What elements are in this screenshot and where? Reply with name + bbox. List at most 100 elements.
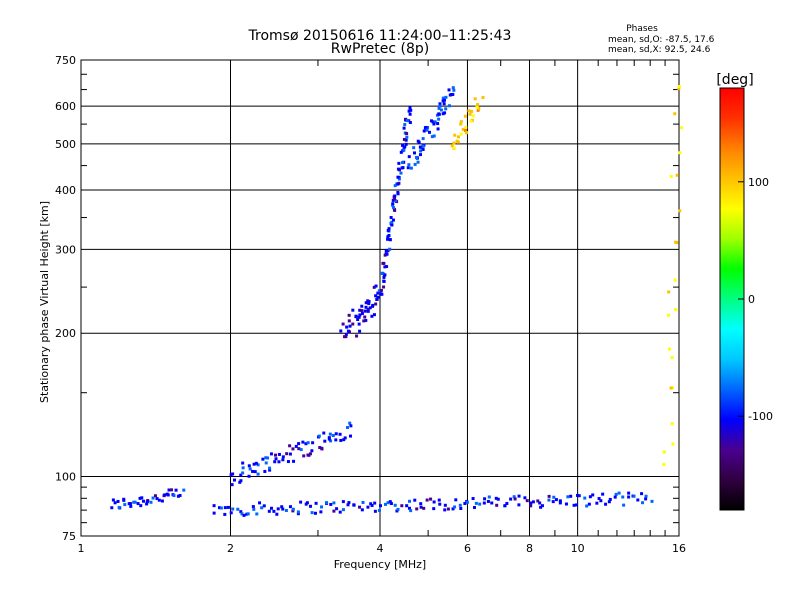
y-tick-label: 600: [55, 100, 76, 113]
data-point: [389, 502, 393, 506]
data-point: [167, 488, 171, 492]
data-point: [242, 513, 246, 517]
data-point: [360, 309, 364, 313]
data-point: [329, 502, 333, 506]
data-point: [308, 452, 312, 456]
data-point: [450, 144, 454, 148]
data-point: [436, 127, 440, 131]
data-point: [437, 112, 441, 116]
x-tick-label: 2: [227, 542, 234, 555]
data-point: [572, 503, 576, 507]
data-point: [285, 452, 289, 456]
data-point: [345, 325, 349, 329]
data-point: [421, 137, 425, 141]
data-point: [399, 150, 403, 154]
data-point: [379, 504, 383, 508]
data-point: [408, 112, 412, 116]
data-point: [487, 495, 491, 499]
phases-heading: Phases: [626, 24, 658, 34]
data-point: [281, 455, 285, 459]
data-point: [332, 501, 336, 505]
data-point: [231, 472, 235, 476]
data-point: [405, 132, 409, 136]
data-point: [397, 161, 401, 165]
data-point: [447, 88, 451, 92]
data-point: [494, 496, 498, 500]
data-point: [422, 129, 426, 133]
data-point: [601, 492, 605, 496]
data-point: [471, 497, 475, 501]
data-point: [239, 473, 243, 477]
data-point: [149, 500, 153, 504]
data-point: [670, 356, 674, 360]
data-point: [459, 120, 463, 124]
data-point: [458, 503, 462, 507]
data-point: [413, 498, 417, 502]
data-point: [313, 511, 317, 515]
data-point: [442, 98, 446, 102]
data-point: [277, 460, 281, 464]
data-point: [355, 334, 359, 338]
data-point: [358, 313, 362, 317]
data-point: [419, 502, 423, 506]
data-point: [476, 108, 480, 112]
data-point: [381, 261, 385, 265]
data-point: [409, 166, 413, 170]
data-point: [674, 308, 678, 312]
data-point: [540, 504, 544, 508]
data-point: [116, 499, 120, 503]
data-point: [223, 512, 227, 516]
data-point: [380, 292, 384, 296]
data-point: [391, 218, 395, 222]
data-point: [409, 108, 413, 112]
data-point: [427, 130, 431, 134]
data-point: [320, 447, 324, 451]
data-point: [444, 107, 448, 111]
data-point: [110, 506, 114, 510]
data-point: [230, 483, 234, 487]
data-point: [402, 137, 406, 141]
data-point: [640, 492, 644, 496]
data-point: [341, 322, 345, 326]
data-point: [459, 122, 463, 126]
data-point: [372, 313, 376, 317]
data-point: [463, 128, 467, 132]
data-point: [678, 209, 682, 213]
data-point: [386, 237, 390, 241]
data-point: [650, 499, 654, 503]
data-point: [662, 450, 666, 454]
data-point: [370, 504, 374, 508]
data-point: [247, 464, 251, 468]
data-point: [358, 505, 362, 509]
data-point: [536, 499, 540, 503]
data-point: [174, 488, 178, 492]
data-point: [496, 497, 500, 501]
data-point: [314, 501, 318, 505]
data-point: [439, 108, 443, 112]
data-point: [669, 386, 673, 390]
data-point: [459, 506, 463, 510]
x-tick-label: 8: [526, 542, 533, 555]
data-point: [374, 302, 378, 306]
data-point: [299, 448, 303, 452]
data-point: [413, 162, 417, 166]
data-point: [258, 501, 262, 505]
data-point: [117, 505, 121, 509]
data-point: [335, 507, 339, 511]
data-point: [403, 145, 407, 149]
data-point: [385, 265, 389, 269]
data-point: [157, 498, 161, 502]
data-point: [273, 460, 277, 464]
data-point: [453, 505, 457, 509]
data-point: [587, 502, 591, 506]
data-point: [379, 288, 383, 292]
data-point: [348, 421, 352, 425]
data-point: [388, 247, 392, 251]
data-point: [367, 302, 371, 306]
data-point: [453, 133, 457, 137]
data-point: [233, 478, 237, 482]
data-point: [176, 494, 180, 498]
data-point: [387, 227, 391, 231]
data-point: [388, 500, 392, 504]
data-point: [407, 499, 411, 503]
